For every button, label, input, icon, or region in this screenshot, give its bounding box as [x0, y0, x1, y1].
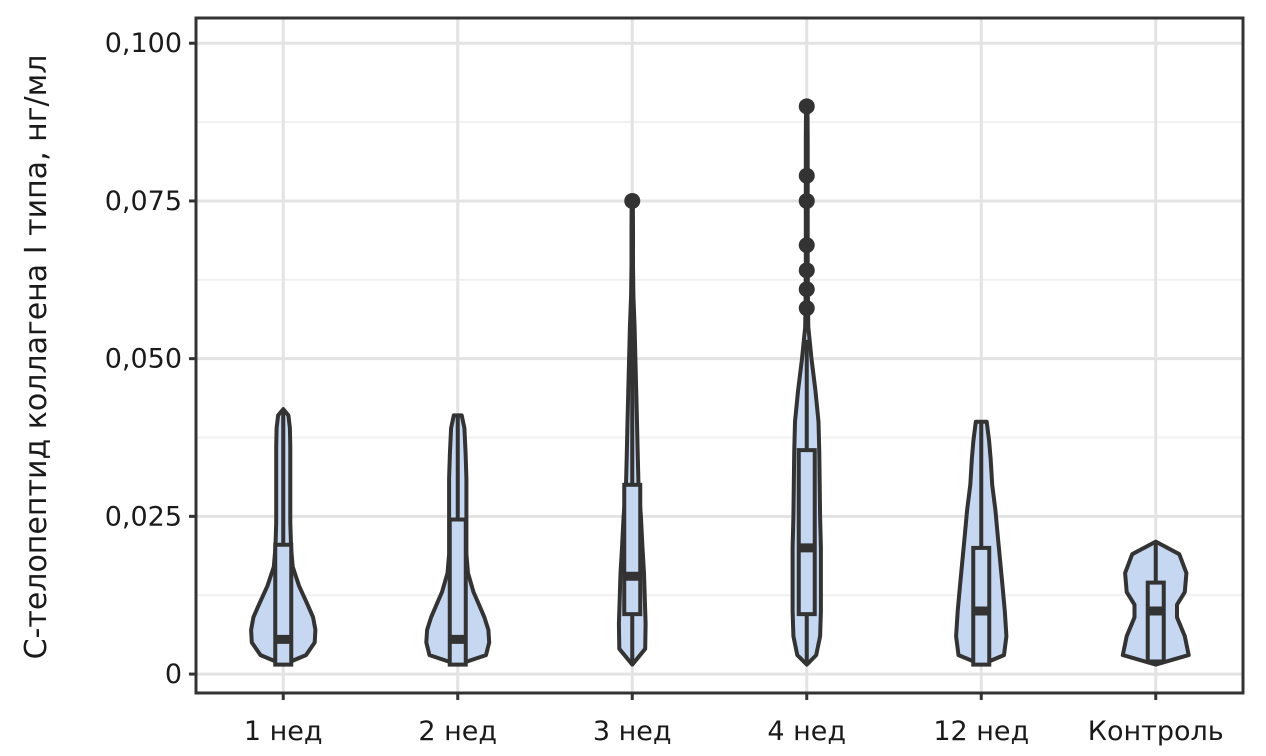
outlier-point [798, 167, 815, 184]
box-iqr [273, 542, 294, 667]
violin-group [249, 407, 318, 667]
box-iqr [1145, 580, 1166, 664]
box-iqr [447, 517, 468, 667]
violin-group [616, 192, 648, 667]
y-tick-label: 0,025 [105, 501, 182, 532]
violin-group [424, 413, 492, 667]
x-tick-label: 3 нед [593, 716, 672, 747]
outlier-point [798, 262, 815, 279]
outlier-point [624, 192, 641, 209]
panel-border [194, 16, 1245, 695]
box-iqr [796, 448, 817, 617]
grid [196, 18, 1243, 693]
y-axis-label: С-телопептид коллагена I типа, нг/мл [19, 55, 54, 660]
x-tick-label: 1 нед [244, 716, 323, 747]
outlier-point [798, 281, 815, 298]
y-tick-label: 0,100 [105, 28, 182, 59]
violin-group [1120, 539, 1191, 667]
violins [249, 98, 1191, 667]
box-iqr [971, 545, 992, 667]
box-iqr [622, 482, 643, 617]
outlier-point [798, 192, 815, 209]
x-tick-label: 12 нед [933, 716, 1029, 747]
y-tick-label: 0,075 [105, 186, 182, 217]
outlier-point [798, 300, 815, 317]
x-tick-label: 2 нед [418, 716, 497, 747]
x-tick-label: Контроль [1088, 716, 1224, 747]
outlier-point [798, 237, 815, 254]
y-tick-label: 0,050 [105, 344, 182, 375]
violin-group [790, 98, 823, 667]
x-tick-label: 4 нед [767, 716, 846, 747]
axes: 0 0,025 0,050 0,075 0,100 1 нед 2 нед 3 нед 4 не… [105, 16, 1245, 747]
outlier-point [798, 98, 815, 115]
violin-group [954, 419, 1009, 667]
y-tick-label: 0 [165, 659, 182, 690]
